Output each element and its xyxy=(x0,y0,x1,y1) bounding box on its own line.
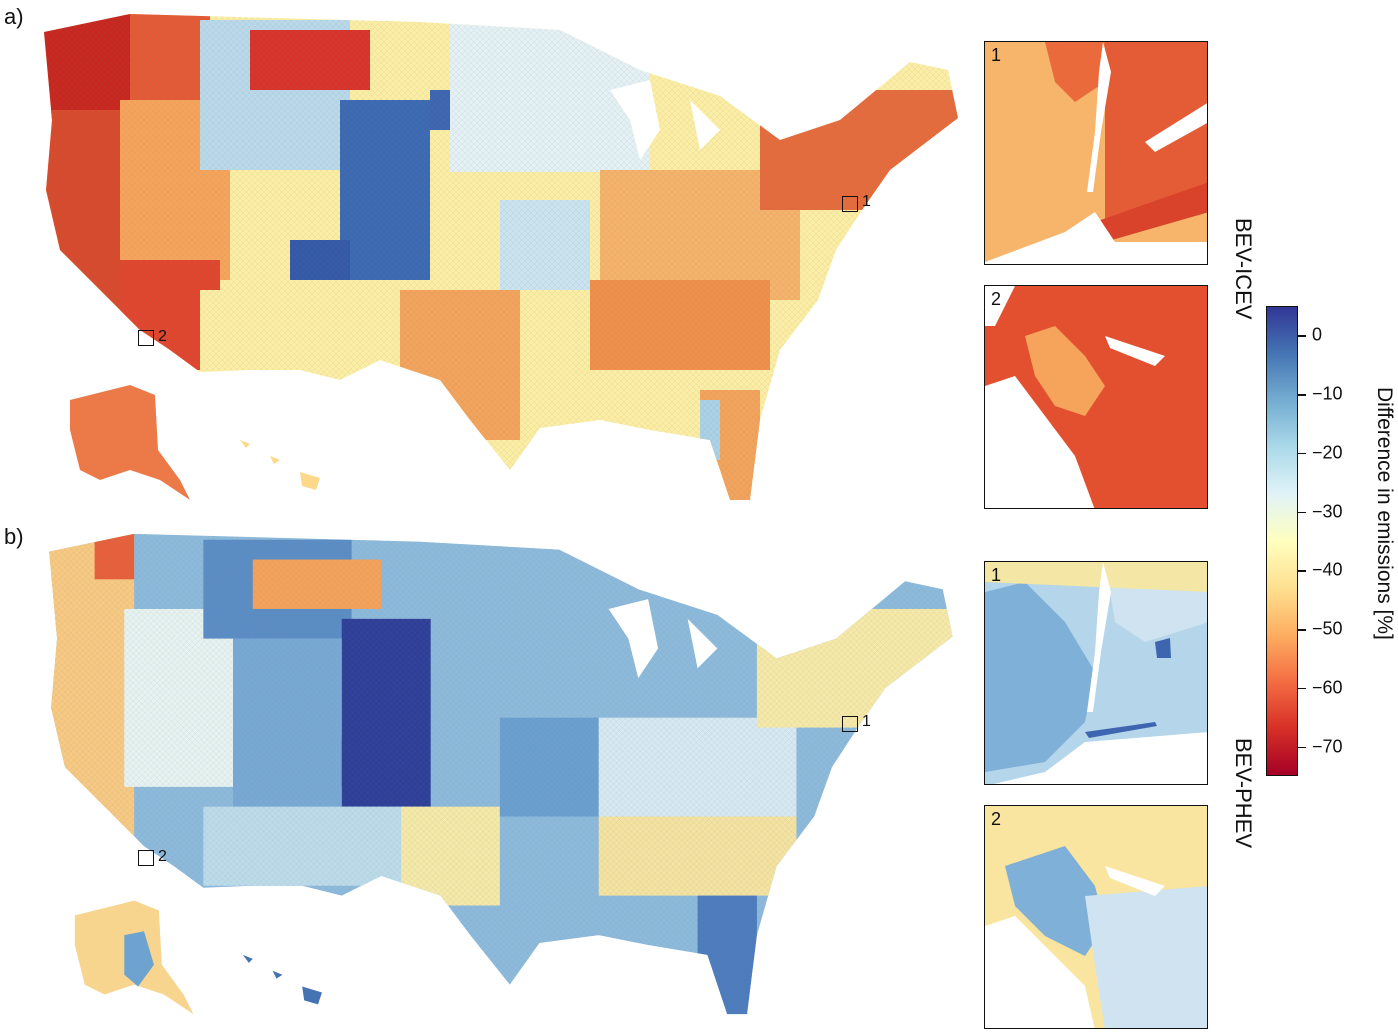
colorbar-tick-label: −30 xyxy=(1312,501,1343,522)
colorbar-tick-label: −10 xyxy=(1312,383,1343,404)
panel-b-label: b) xyxy=(4,524,24,549)
inset-marker-a2 xyxy=(138,330,154,346)
colorbar-tick xyxy=(1298,746,1306,749)
colorbar-tick-label: −50 xyxy=(1312,618,1343,639)
inset-b2-los-angeles: 2 xyxy=(984,805,1208,1029)
colorbar-tick-label: 0 xyxy=(1312,324,1323,345)
map-bev-phev xyxy=(49,533,953,1015)
colorbar-tick xyxy=(1298,629,1306,631)
colorbar-tick-label: −20 xyxy=(1312,442,1343,463)
inset-marker-a1 xyxy=(842,196,858,212)
colorbar-tick xyxy=(1298,335,1306,337)
inset-b1-label: 1 xyxy=(991,565,1002,585)
inset-a2-los-angeles: 2 xyxy=(984,285,1208,509)
inset-marker-b1 xyxy=(842,716,858,732)
inset-b2-label: 2 xyxy=(991,809,1002,829)
inset-marker-b1-label: 1 xyxy=(862,713,871,730)
colorbar-tick xyxy=(1298,511,1306,514)
colorbar xyxy=(1266,306,1298,776)
inset-marker-b2-label: 2 xyxy=(158,848,167,865)
colorbar-tick xyxy=(1298,452,1306,455)
colorbar-tick xyxy=(1298,394,1306,396)
colorbar-tick xyxy=(1298,570,1306,572)
inset-a1-new-york: 1 xyxy=(984,41,1208,265)
inset-marker-b2 xyxy=(138,850,154,866)
inset-marker-a1-label: 1 xyxy=(862,193,871,210)
row-label-bev-phev: BEV-PHEV xyxy=(1231,738,1256,849)
inset-a1-label: 1 xyxy=(991,45,1002,65)
inset-a2-label: 2 xyxy=(991,289,1002,309)
map-bev-icev xyxy=(44,14,958,500)
inset-marker-a2-label: 2 xyxy=(158,328,167,345)
panel-a-label: a) xyxy=(4,4,24,29)
colorbar-tick xyxy=(1298,687,1306,690)
row-label-bev-icev: BEV-ICEV xyxy=(1231,218,1256,320)
colorbar-title: Difference in emissions [%] xyxy=(1373,387,1396,640)
colorbar-tick-label: −70 xyxy=(1312,736,1343,757)
colorbar-tick-label: −40 xyxy=(1312,559,1343,580)
inset-b1-new-york: 1 xyxy=(984,561,1208,785)
colorbar-tick-label: −60 xyxy=(1312,677,1343,698)
